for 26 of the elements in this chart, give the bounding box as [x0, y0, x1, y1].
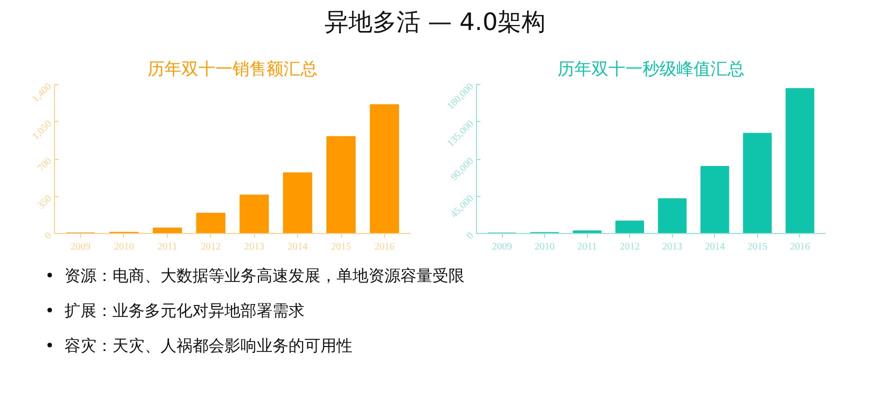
x-tick-label: 2009: [492, 242, 512, 253]
y-tick-label: 350: [36, 193, 54, 212]
x-tick-label: 2016: [790, 242, 810, 253]
chart-title: 历年双十一秒级峰值汇总: [558, 60, 744, 80]
y-tick-label: 0: [42, 230, 54, 242]
x-tick-label: 2010: [114, 242, 134, 253]
x-tick-label: 2015: [331, 242, 352, 253]
x-tick-label: 2009: [70, 242, 91, 253]
text: • 容灾：天灾、人祸都会影响业务的可用性: [45, 334, 354, 357]
x-tick-label: 2010: [534, 242, 555, 253]
x-tick-label: 2014: [288, 242, 308, 253]
x-tick-label: 2014: [704, 242, 725, 253]
y-tick-label: 0: [464, 230, 476, 242]
x-tick-label: 2015: [747, 242, 768, 253]
chart-title: 历年双十一销售额汇总: [148, 60, 318, 80]
text: • 资源：电商、大数据等业务高速发展，单地资源容量受限: [45, 265, 465, 288]
x-tick-label: 2013: [244, 242, 264, 253]
x-tick-label: 2012: [620, 242, 640, 253]
x-tick-label: 2016: [374, 242, 394, 253]
y-tick-label: 700: [36, 156, 54, 174]
x-tick-label: 2011: [158, 242, 178, 253]
x-tick-label: 2013: [662, 242, 682, 253]
x-tick-label: 2011: [577, 242, 597, 253]
text: 异地多活 — 4.0架构: [324, 7, 546, 38]
text: • 扩展：业务多元化对异地部署需求: [45, 300, 306, 322]
x-tick-label: 2012: [200, 242, 221, 253]
